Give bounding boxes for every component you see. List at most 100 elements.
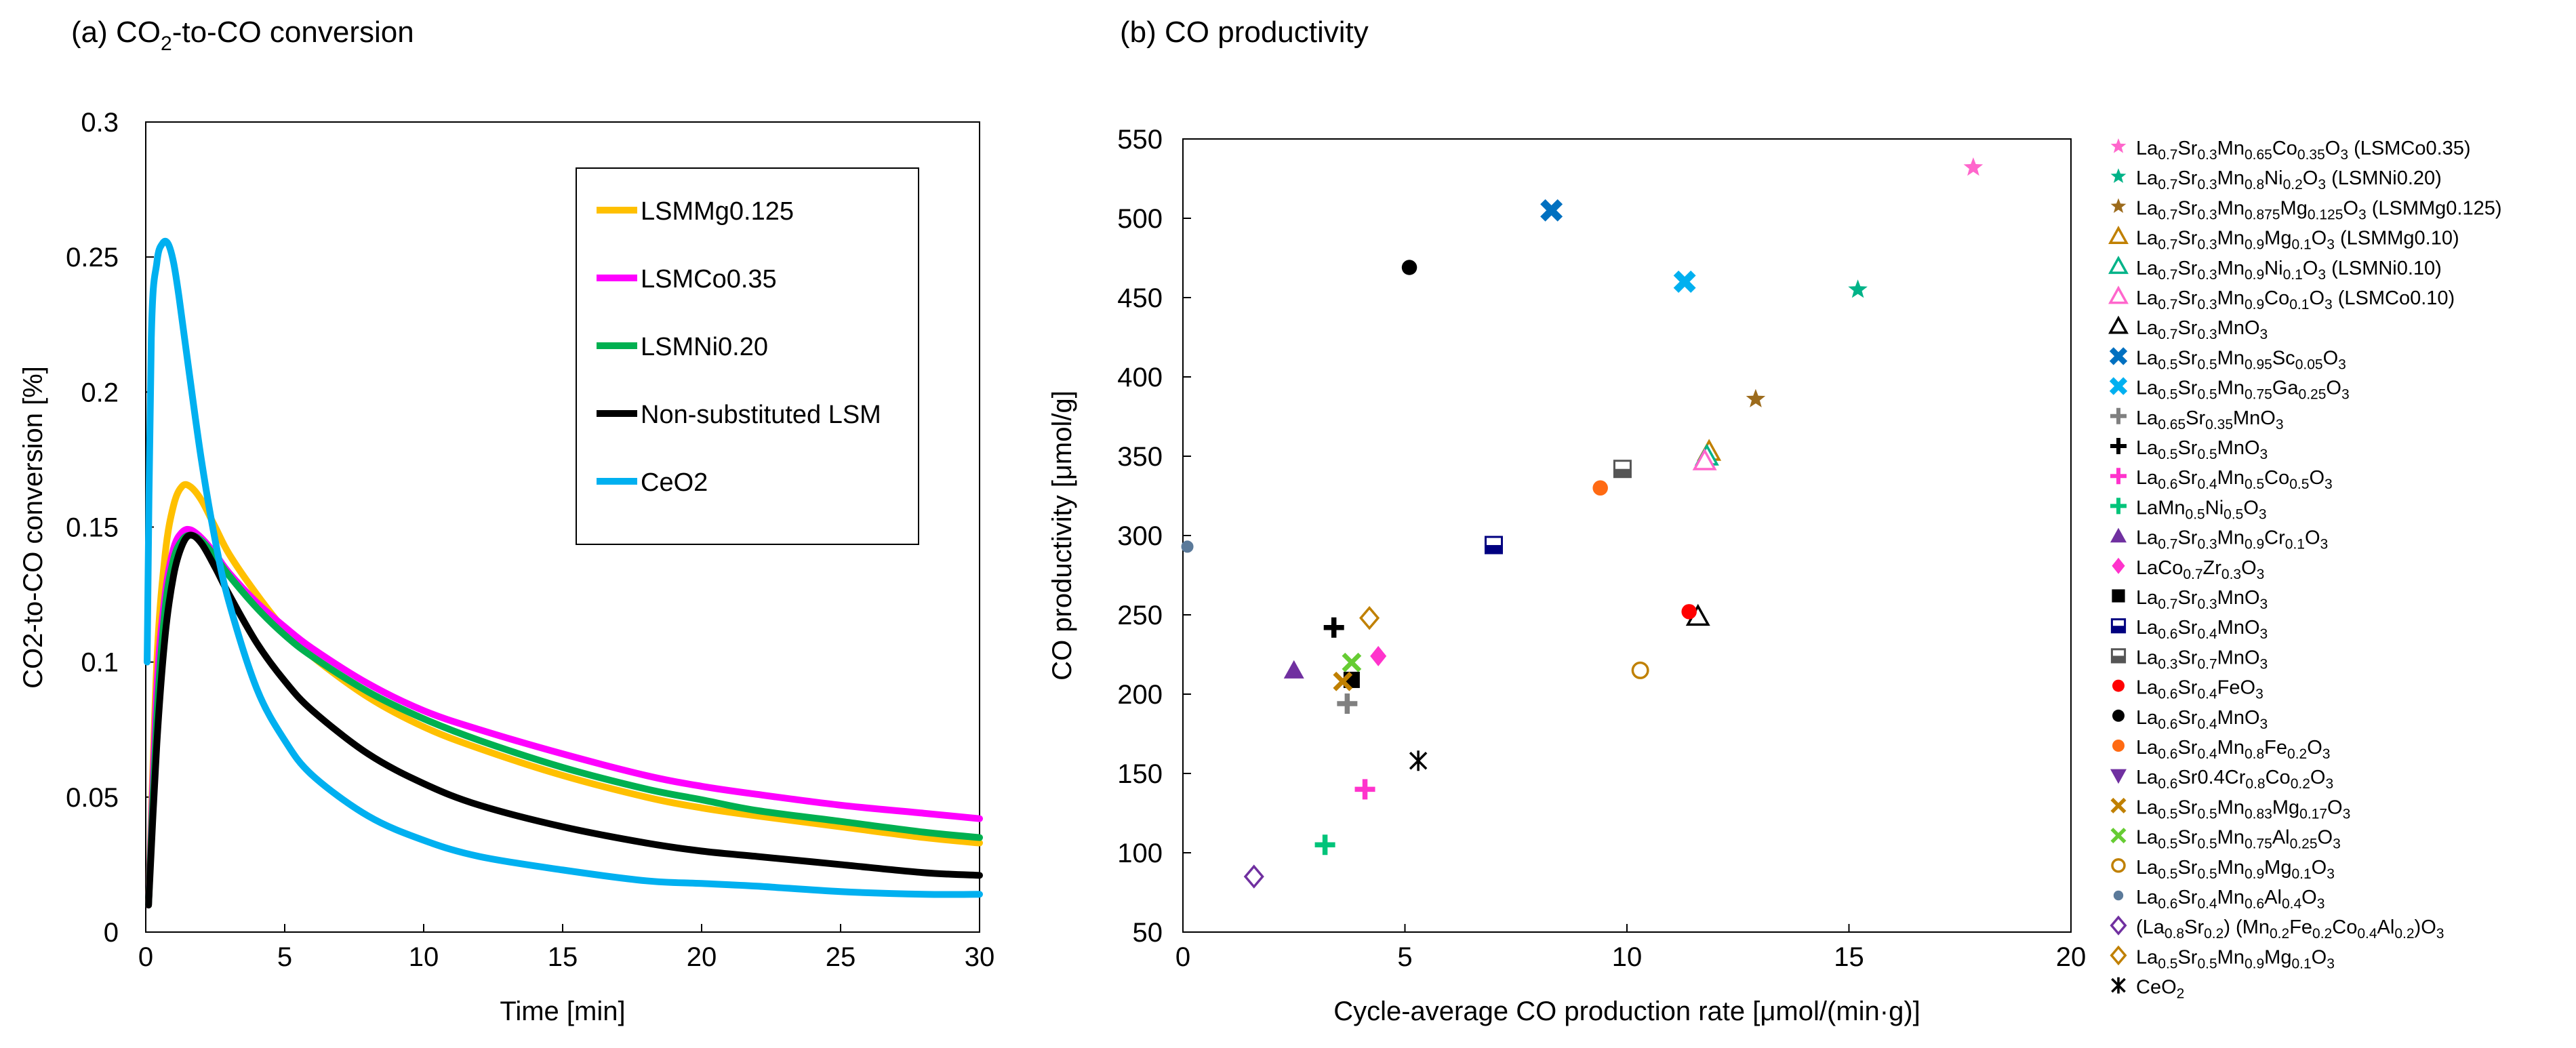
legend-label-part: 3 xyxy=(2322,746,2331,762)
legend-label-part: 0.5 xyxy=(2289,477,2309,492)
y-tick-label-a: 0 xyxy=(104,918,119,948)
legend-label-part: La xyxy=(2136,378,2158,399)
x-tick-label-b: 20 xyxy=(2056,942,2087,972)
legend-label-b: La0.7Sr0.3Mn0.9Ni0.1O3 (LSMNi0.10) xyxy=(2136,258,2442,283)
legend-label-part: FeO xyxy=(2217,677,2255,699)
legend-label-a: LSMCo0.35 xyxy=(641,265,777,294)
y-axis-label-b: CO productivity [μmol/g] xyxy=(1047,390,1077,681)
x-tick-label-b: 0 xyxy=(1175,942,1190,972)
legend-label-part: Sr xyxy=(2177,737,2197,759)
legend-label-part: Sr xyxy=(2177,437,2197,459)
legend-label-part: O xyxy=(2310,767,2326,788)
x-tick-label-b: 15 xyxy=(1834,942,1864,972)
legend-label-part: 0.2 xyxy=(2283,177,2303,193)
legend-label-part: Sr xyxy=(2177,647,2197,668)
legend-label-part: 0.5 xyxy=(2223,506,2243,522)
legend-label-part: 0.7 xyxy=(2158,177,2177,193)
legend-label-part: O xyxy=(2303,167,2318,189)
legend-label-part: 0.4 xyxy=(2197,717,2217,732)
legend-label-b: La0.6Sr0.4MnO3 xyxy=(2136,617,2268,642)
legend-marker-b xyxy=(2112,589,2125,603)
legend-label-b: La0.5Sr0.5Mn0.75Ga0.25O3 xyxy=(2136,378,2350,403)
axis-ticks-b: 0 5 10 15 20 50 100 150 200 250 300 350 400 450 500 550 xyxy=(1117,125,2086,972)
legend-label-part: MnO xyxy=(2217,587,2260,609)
legend-label-part: 0.6 xyxy=(2158,687,2177,702)
legend-label-part: (LSMMg0.125) xyxy=(2367,197,2502,219)
legend-label-b: La0.7Sr0.3Mn0.875Mg0.125O3 (LSMMg0.125) xyxy=(2136,197,2502,222)
legend-label-part: Mg xyxy=(2264,857,2291,879)
legend-label-part: 0.65 xyxy=(2158,417,2186,432)
legend-label-part: 0.3 xyxy=(2197,267,2217,283)
legend-label-part: 0.35 xyxy=(2297,147,2325,163)
legend-label-part: 0.5 xyxy=(2197,806,2217,822)
legend-label-part: Al xyxy=(2272,827,2290,849)
y-tick-label-b: 100 xyxy=(1117,839,1163,868)
scatter-point xyxy=(1963,157,1984,176)
legend-label-part: 3 xyxy=(2358,207,2367,222)
legend-label-part: Mn xyxy=(2217,797,2245,818)
legend-label-part: 0.5 xyxy=(2158,806,2177,822)
panel-b: (b) CO productivity 0 5 10 15 20 50 100 150 200 2… xyxy=(1047,16,2502,1026)
legend-marker-b xyxy=(2110,945,2127,966)
legend-label-part: O xyxy=(2305,527,2320,549)
legend-label-part: Sr xyxy=(2177,617,2197,639)
legend-label-part: 0.3 xyxy=(2197,537,2217,552)
legend-label-b: La0.6Sr0.4FeO3 xyxy=(2136,677,2263,702)
legend-label-part: 3 xyxy=(2340,147,2348,163)
legend-label-part: 0.5 xyxy=(2186,506,2205,522)
x-tick-label-a: 15 xyxy=(548,942,578,972)
legend-marker-b xyxy=(2110,648,2127,664)
legend-label-part: O xyxy=(2243,497,2259,519)
legend-label-part: MnO xyxy=(2217,707,2260,729)
legend-label-part: 0.3 xyxy=(2197,207,2217,222)
legend-a: LSMMg0.125 LSMCo0.35 LSMNi0.20 Non-substitu… xyxy=(576,167,919,545)
legend-label-part: 0.7 xyxy=(2158,237,2177,253)
legend-marker-b xyxy=(2110,198,2127,214)
legend-label-part: Co xyxy=(2272,138,2297,159)
legend-label-part: 3 xyxy=(2257,567,2265,582)
legend-marker-b xyxy=(2110,498,2127,515)
legend-label-part: 0.2 xyxy=(2394,926,2414,942)
legend-label-part: 3 xyxy=(2260,327,2268,342)
y-tick-label-a: 0.2 xyxy=(81,378,119,407)
y-tick-label-a: 0.05 xyxy=(66,783,119,813)
legend-label-b: (La0.8Sr0.2) (Mn0.2Fe0.2Co0.4Al0.2)O3 xyxy=(2136,916,2444,942)
legend-label-part: 3 xyxy=(2260,656,2268,672)
legend-marker-b xyxy=(2108,225,2129,244)
legend-label-part: 0.4 xyxy=(2197,746,2217,762)
legend-label-part: La xyxy=(2136,287,2158,309)
legend-label-part: Sr xyxy=(2177,197,2197,219)
x-tick-label-b: 5 xyxy=(1397,942,1412,972)
legend-label-part: Cr xyxy=(2264,527,2285,549)
x-axis-label-b: Cycle-average CO production rate [μmol/(… xyxy=(1333,996,1920,1026)
legend-label-part: La xyxy=(2136,527,2158,549)
legend-label-part: La xyxy=(2136,138,2158,159)
legend-label-part: Sr xyxy=(2177,378,2197,399)
legend-marker-b xyxy=(2111,858,2126,873)
legend-marker-b xyxy=(2112,557,2125,574)
legend-label-part: Cr xyxy=(2225,767,2246,788)
legend-label-part: Mn xyxy=(2217,228,2245,249)
legend-label-part: 0.6 xyxy=(2245,896,2264,912)
legend-label-part: (La xyxy=(2136,916,2165,938)
legend-label-part: Mn xyxy=(2217,737,2245,759)
legend-label-part: 0.65 xyxy=(2245,147,2272,163)
legend-label-part: MnO xyxy=(2217,617,2260,639)
series-line-lsmni0-20 xyxy=(145,531,983,909)
legend-label-part: LaCo xyxy=(2136,557,2183,579)
legend-marker-b xyxy=(2110,468,2127,485)
legend-label-part: (LSMNi0.20) xyxy=(2326,167,2442,189)
x-tick-label-a: 5 xyxy=(277,942,292,972)
legend-label-part: 0.3 xyxy=(2197,297,2217,313)
legend-label-part: La xyxy=(2136,707,2158,729)
legend-label-part: 0.3 xyxy=(2197,597,2217,612)
legend-label-part: 0.4 xyxy=(2197,896,2217,912)
legend-marker-b xyxy=(2108,285,2129,304)
legend-label-part: La xyxy=(2136,407,2158,429)
legend-label-part: La xyxy=(2136,677,2158,699)
legend-marker-b xyxy=(2110,915,2127,935)
legend-marker-b-fill xyxy=(2112,626,2125,632)
scatter-point xyxy=(1681,604,1697,620)
y-tick-label-a: 0.1 xyxy=(81,648,119,678)
